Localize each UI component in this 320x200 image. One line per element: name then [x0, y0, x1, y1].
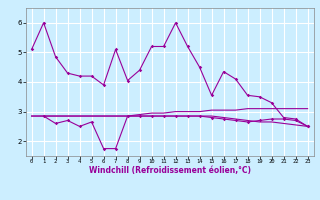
- X-axis label: Windchill (Refroidissement éolien,°C): Windchill (Refroidissement éolien,°C): [89, 166, 251, 175]
